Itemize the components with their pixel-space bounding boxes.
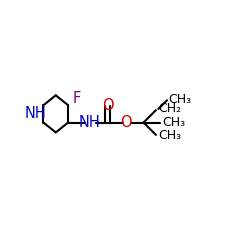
Text: CH₃: CH₃: [158, 129, 182, 142]
Text: O: O: [102, 98, 114, 113]
Text: NH: NH: [79, 115, 101, 130]
Text: CH₂: CH₂: [158, 102, 182, 116]
Text: NH: NH: [25, 106, 46, 122]
Text: F: F: [73, 91, 81, 106]
Text: O: O: [120, 115, 132, 130]
Text: CH₃: CH₃: [168, 92, 192, 106]
Text: CH₃: CH₃: [162, 116, 185, 129]
